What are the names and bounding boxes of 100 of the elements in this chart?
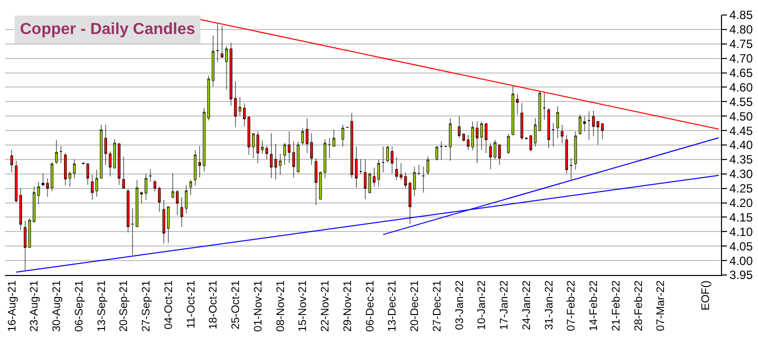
candlestick <box>149 169 152 182</box>
candlestick <box>552 122 555 147</box>
x-tick-label: 27-Dec-21 <box>431 280 444 332</box>
candlestick <box>507 133 510 154</box>
x-tick-label: 21-Feb-22 <box>610 280 622 332</box>
candlestick <box>560 124 564 144</box>
candlestick <box>350 112 354 178</box>
y-tick-label: 4.75 <box>729 37 754 52</box>
candlestick <box>90 174 94 200</box>
chart-title: Copper - Daily Candles <box>20 21 196 38</box>
x-tick-label: 08-Nov-21 <box>274 280 287 332</box>
candlestick <box>534 118 537 147</box>
x-tick-label: 16-Aug-21 <box>6 280 18 332</box>
candlestick <box>556 106 560 138</box>
x-tick-label: 31-Jan-22 <box>543 280 556 330</box>
candlestick <box>422 166 425 193</box>
candlestick <box>189 180 192 196</box>
x-tick-label: 07-Mar-22 <box>655 280 668 332</box>
candlestick <box>265 146 268 160</box>
candlestick <box>278 153 282 176</box>
candlestick <box>542 92 546 120</box>
x-tick-label: 18-Oct-21 <box>208 280 220 330</box>
x-tick-label: 22-Nov-21 <box>320 280 332 332</box>
candlestick <box>256 131 260 164</box>
x-tick-label: 06-Dec-21 <box>364 280 376 332</box>
candlestick <box>547 108 550 148</box>
y-tick-label: 4.00 <box>729 254 754 268</box>
x-tick-label: EOF() <box>700 280 712 310</box>
candlestick <box>364 158 367 200</box>
x-tick-label: 20-Sep-21 <box>118 280 130 332</box>
x-tick-label: 23-Aug-21 <box>28 280 41 332</box>
y-tick-label: 4.10 <box>729 224 754 239</box>
candlestick <box>538 92 542 132</box>
y-tick-label: 4.05 <box>729 239 754 254</box>
candlestick <box>86 162 90 186</box>
x-tick-label: 13-Dec-21 <box>386 280 399 332</box>
candlestick <box>426 156 430 176</box>
y-tick-label: 4.15 <box>729 210 754 224</box>
candlestick <box>10 150 14 173</box>
candlestick <box>95 170 98 197</box>
y-tick-label: 4.40 <box>729 138 754 152</box>
candlestick <box>126 188 130 233</box>
candlestick <box>122 156 125 189</box>
y-tick-label: 4.60 <box>729 80 754 94</box>
candlestick <box>458 116 461 138</box>
x-tick-label: 13-Sep-21 <box>96 280 108 332</box>
candlestick <box>274 144 278 180</box>
y-tick-label: 4.45 <box>729 124 754 138</box>
x-tick-label: 04-Oct-21 <box>162 280 175 330</box>
candlestick <box>368 172 372 194</box>
x-tick-label: 17-Jan-22 <box>498 280 511 330</box>
x-tick-label: 14-Feb-22 <box>588 280 600 332</box>
candlestick <box>55 140 58 164</box>
candlestick <box>332 129 336 147</box>
candlestick <box>529 134 532 152</box>
candlestick <box>440 141 443 160</box>
x-tick-label: 07-Feb-22 <box>566 280 578 332</box>
candlestick <box>171 173 174 198</box>
x-tick-label: 01-Nov-21 <box>252 280 264 332</box>
x-tick-label: 20-Dec-21 <box>409 280 422 332</box>
candlestick <box>377 159 380 187</box>
y-tick-label: 4.35 <box>729 152 754 167</box>
y-tick-label: 4.50 <box>729 109 754 124</box>
candlestick <box>342 124 344 147</box>
candlestick <box>328 138 331 159</box>
x-tick-label: 30-Aug-21 <box>51 280 64 332</box>
candlestick <box>216 23 219 62</box>
candlestick <box>184 184 188 214</box>
x-tick-label: 15-Nov-21 <box>297 280 310 332</box>
candlestick <box>270 132 273 178</box>
y-tick-label: 4.30 <box>729 167 754 182</box>
y-tick-label: 4.25 <box>729 182 754 196</box>
y-tick-label: 4.80 <box>729 22 754 37</box>
candlestick <box>176 190 179 216</box>
candlestick <box>180 197 184 228</box>
candlestick <box>100 124 103 178</box>
candlestick <box>565 134 568 174</box>
x-tick-label: 11-Oct-21 <box>185 280 198 328</box>
y-tick-label: 3.95 <box>729 268 754 282</box>
candlestick <box>359 158 362 174</box>
x-tick-label: 06-Sep-21 <box>73 280 86 332</box>
x-tick-label: 24-Jan-22 <box>520 280 533 330</box>
candlestick <box>574 131 577 170</box>
y-tick-label: 4.65 <box>729 66 754 80</box>
y-tick-label: 4.85 <box>729 8 754 22</box>
y-tick-label: 4.55 <box>729 94 754 109</box>
candlestick <box>448 118 452 161</box>
candlestick <box>60 146 62 164</box>
x-tick-label: 27-Sep-21 <box>140 280 153 332</box>
candlestick <box>418 164 420 176</box>
x-tick-label: 29-Nov-21 <box>342 280 354 332</box>
x-tick-label: 03-Jan-22 <box>454 280 466 330</box>
candlestick <box>354 146 358 188</box>
x-tick-label: 25-Oct-21 <box>230 280 242 330</box>
candlestick <box>131 208 134 256</box>
y-tick-label: 4.70 <box>729 52 754 66</box>
candlestick <box>435 146 438 161</box>
y-tick-label: 4.20 <box>729 196 754 210</box>
x-tick-label: 10-Jan-22 <box>476 280 488 330</box>
candlestick <box>194 150 197 186</box>
